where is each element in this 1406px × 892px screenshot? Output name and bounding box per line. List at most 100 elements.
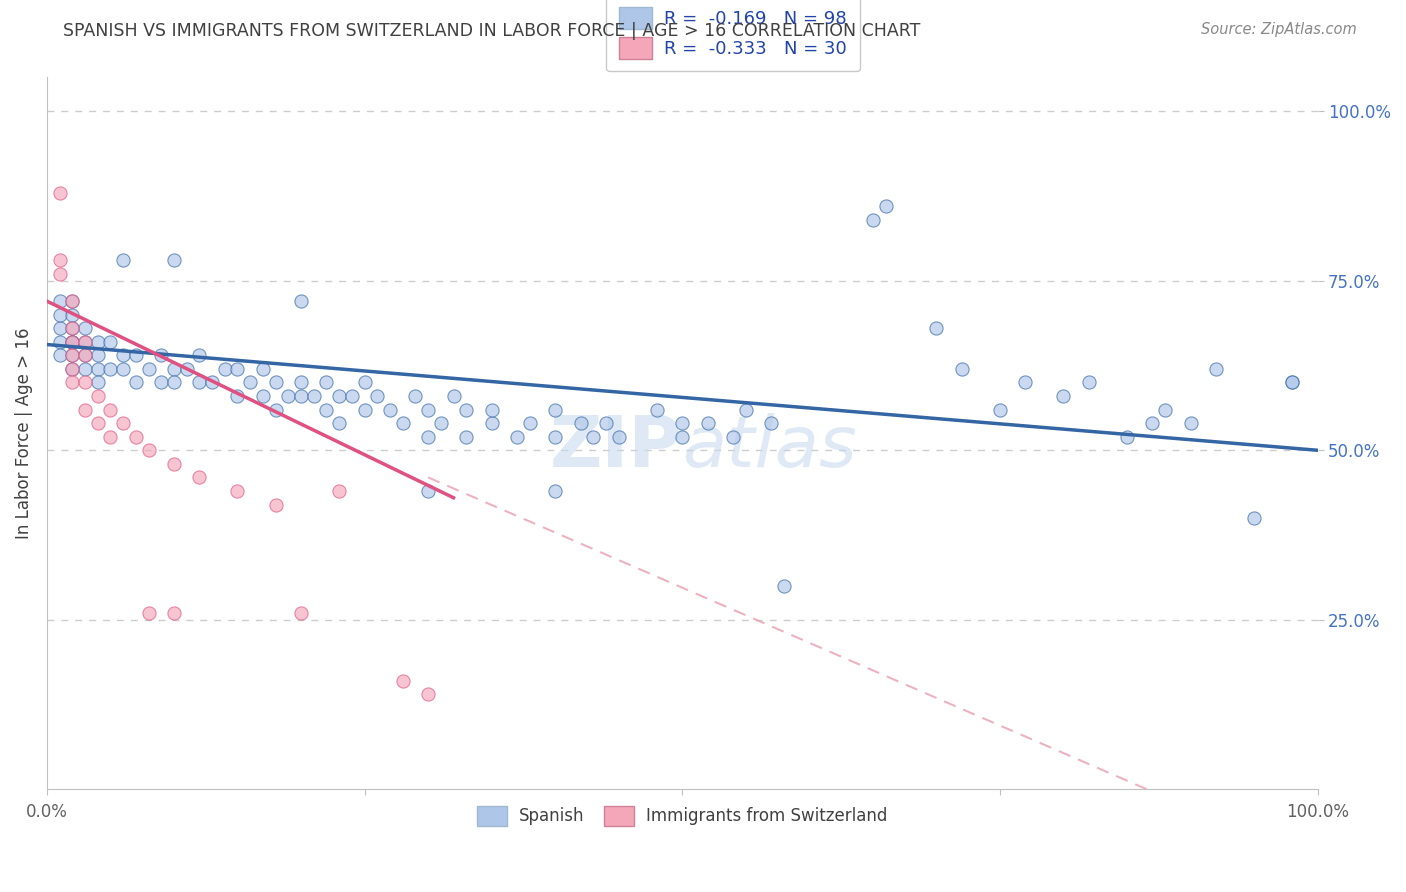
Point (519, 416, 541, 430)
Point (1052, 389, 1074, 403)
Point (86, 416, 108, 430)
Point (759, 416, 782, 430)
Point (201, 376, 224, 390)
Point (582, 430, 605, 444)
Point (150, 376, 173, 390)
Text: ZIP: ZIP (550, 413, 682, 482)
Point (125, 430, 148, 444)
Point (163, 606, 186, 620)
Point (1014, 376, 1036, 390)
Point (862, 212, 884, 227)
Point (302, 389, 325, 403)
Point (73, 321, 96, 335)
Point (671, 430, 693, 444)
Point (328, 416, 350, 430)
Point (73, 362, 96, 376)
Point (443, 389, 465, 403)
Point (176, 362, 198, 376)
Point (48, 186, 70, 200)
Point (60, 294, 83, 309)
Point (48, 308, 70, 322)
Point (1243, 511, 1265, 525)
Point (481, 416, 503, 430)
Point (48, 294, 70, 309)
Point (696, 416, 718, 430)
Point (1281, 376, 1303, 390)
Y-axis label: In Labor Force | Age > 16: In Labor Force | Age > 16 (15, 327, 32, 539)
Point (404, 389, 426, 403)
Point (430, 416, 453, 430)
Point (112, 416, 135, 430)
Point (645, 402, 668, 417)
Point (163, 457, 186, 471)
Point (60, 334, 83, 349)
Point (226, 389, 249, 403)
Point (875, 199, 897, 213)
Point (100, 402, 122, 417)
Point (60, 294, 83, 309)
Point (112, 362, 135, 376)
Point (60, 334, 83, 349)
Point (239, 376, 262, 390)
Point (138, 362, 160, 376)
Point (1142, 416, 1164, 430)
Point (112, 253, 135, 268)
Point (544, 430, 567, 444)
Point (48, 348, 70, 362)
Point (100, 430, 122, 444)
Point (416, 430, 439, 444)
Point (264, 498, 287, 512)
Point (150, 348, 173, 362)
Point (734, 402, 756, 417)
Point (73, 376, 96, 390)
Point (86, 348, 108, 362)
Legend: Spanish, Immigrants from Switzerland: Spanish, Immigrants from Switzerland (468, 797, 896, 834)
Text: atlas: atlas (682, 413, 856, 482)
Point (290, 376, 312, 390)
Point (60, 348, 83, 362)
Point (48, 321, 70, 335)
Point (328, 389, 350, 403)
Point (73, 334, 96, 349)
Point (353, 402, 375, 417)
Point (60, 376, 83, 390)
Point (100, 362, 122, 376)
Point (1077, 376, 1099, 390)
Point (252, 389, 274, 403)
Point (925, 321, 948, 335)
Point (481, 402, 503, 417)
Point (544, 483, 567, 498)
Point (138, 606, 160, 620)
Point (60, 321, 83, 335)
Point (188, 348, 211, 362)
Text: Source: ZipAtlas.com: Source: ZipAtlas.com (1201, 22, 1357, 37)
Point (48, 334, 70, 349)
Point (569, 416, 592, 430)
Point (86, 334, 108, 349)
Point (163, 376, 186, 390)
Point (264, 376, 287, 390)
Text: SPANISH VS IMMIGRANTS FROM SWITZERLAND IN LABOR FORCE | AGE > 16 CORRELATION CHA: SPANISH VS IMMIGRANTS FROM SWITZERLAND I… (63, 22, 921, 40)
Point (988, 402, 1011, 417)
Point (721, 430, 744, 444)
Point (315, 402, 337, 417)
Point (1116, 430, 1139, 444)
Point (290, 606, 312, 620)
Point (86, 362, 108, 376)
Point (60, 362, 83, 376)
Point (950, 362, 973, 376)
Point (773, 579, 796, 593)
Point (226, 483, 249, 498)
Point (1281, 376, 1303, 390)
Point (48, 267, 70, 281)
Point (506, 430, 529, 444)
Point (1205, 362, 1227, 376)
Point (315, 376, 337, 390)
Point (456, 430, 478, 444)
Point (366, 389, 388, 403)
Point (112, 348, 135, 362)
Point (1180, 416, 1202, 430)
Point (86, 389, 108, 403)
Point (595, 416, 617, 430)
Point (671, 416, 693, 430)
